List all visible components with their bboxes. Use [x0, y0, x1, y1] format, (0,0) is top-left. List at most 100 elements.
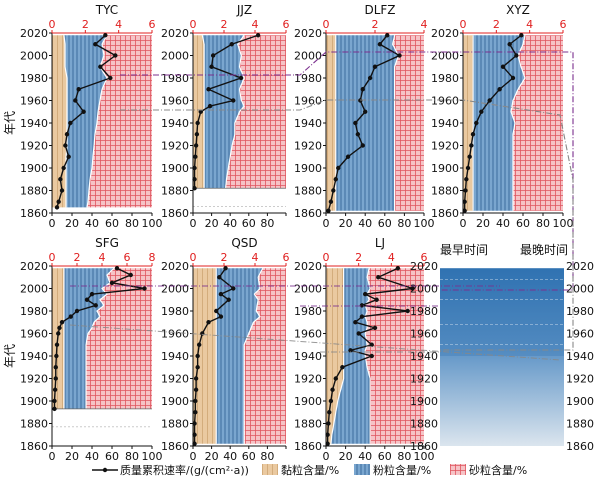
- silt-boundary: [86, 34, 108, 208]
- top-tick-label: 0: [323, 18, 330, 31]
- connector-line: [120, 51, 574, 291]
- y-tick-label: 1940: [20, 117, 48, 130]
- rate-point: [363, 291, 368, 297]
- x-tick-label: 80: [397, 450, 411, 463]
- rate-point: [514, 53, 519, 58]
- rate-point: [192, 432, 197, 437]
- tick-label-left: 1900: [410, 395, 438, 408]
- rate-point: [194, 132, 200, 137]
- tick-label-right: 1960: [566, 328, 594, 341]
- top-tick-label: 4: [421, 18, 428, 31]
- rate-point: [355, 132, 361, 137]
- dating-range-box: [440, 268, 564, 446]
- y-tick-label: 1880: [294, 418, 322, 431]
- dating-overlap-band: [440, 268, 564, 356]
- top-tick-label: 4: [388, 251, 395, 264]
- y-tick-label: 1920: [161, 373, 189, 386]
- x-tick-label: 60: [378, 450, 392, 463]
- rate-point: [336, 165, 341, 171]
- panel-title: QSD: [231, 236, 257, 250]
- rate-point: [193, 398, 198, 404]
- rate-point: [470, 132, 476, 137]
- tick-label-left: 1880: [410, 418, 438, 431]
- earliest-time-label: 最早时间: [440, 243, 488, 257]
- y-tick-label: 1980: [20, 305, 48, 318]
- y-tick-label: 1980: [294, 72, 322, 85]
- rate-point: [462, 199, 467, 204]
- legend-silt-swatch: [354, 464, 370, 475]
- y-tick-label: 1900: [20, 162, 48, 175]
- silt-boundary: [85, 267, 115, 409]
- rate-point: [497, 87, 502, 92]
- x-tick-label: 60: [378, 217, 392, 230]
- silt-area: [64, 268, 114, 409]
- top-tick-label: 6: [421, 251, 428, 264]
- y-tick-label: 2000: [20, 50, 48, 63]
- y-tick-label: 1900: [161, 395, 189, 408]
- rate-point: [89, 291, 95, 297]
- top-tick-label: 0: [49, 18, 56, 31]
- top-tick-label: 4: [252, 251, 259, 264]
- rate-point: [56, 331, 61, 336]
- y-tick-label: 1880: [431, 185, 459, 198]
- top-tick-label: 2: [355, 251, 362, 264]
- x-tick-label: 20: [65, 450, 79, 463]
- rate-point: [330, 387, 335, 392]
- y-tick-label: 1860: [294, 207, 322, 220]
- x-tick-label: 40: [358, 450, 372, 463]
- panel-title: LJ: [375, 236, 385, 250]
- x-tick-label: 0: [460, 217, 467, 230]
- rate-point: [64, 132, 70, 137]
- y-tick-label: 1860: [431, 207, 459, 220]
- top-tick-label: 4: [252, 18, 259, 31]
- y-tick-label: 1880: [20, 418, 48, 431]
- silt-area: [64, 35, 107, 208]
- y-tick-label: 1940: [431, 117, 459, 130]
- x-tick-label: 40: [85, 217, 99, 230]
- y-tick-label: 1980: [161, 305, 189, 318]
- x-tick-label: 80: [125, 450, 139, 463]
- rate-point: [81, 109, 86, 114]
- rate-point: [474, 120, 479, 126]
- silt-area: [202, 35, 245, 189]
- top-tick-label: 6: [124, 251, 131, 264]
- tick-label-left: 2020: [410, 260, 438, 273]
- rate-point: [109, 280, 115, 286]
- y-tick-label: 1900: [161, 162, 189, 175]
- x-tick-label: 0: [49, 217, 56, 230]
- top-tick-label: 2: [372, 18, 379, 31]
- rate-point: [193, 410, 198, 415]
- rate-point: [84, 297, 90, 302]
- legend-sand-swatch: [450, 464, 466, 475]
- rate-point: [74, 308, 80, 314]
- y-tick-label: 1960: [20, 328, 48, 341]
- rate-point: [103, 33, 108, 38]
- y-tick-label: 1960: [294, 328, 322, 341]
- rate-point: [255, 33, 261, 38]
- panel-title: TYC: [95, 3, 118, 17]
- y-tick-label: 1980: [294, 305, 322, 318]
- rate-point: [192, 165, 197, 171]
- legend-clay-label: 黏粒含量/%: [281, 463, 339, 477]
- x-tick-label: 0: [190, 217, 197, 230]
- rate-point: [207, 103, 213, 109]
- y-tick-label: 1860: [20, 207, 48, 220]
- panel-title: DLFZ: [364, 3, 395, 17]
- clay-area: [463, 35, 473, 211]
- x-tick-label: 60: [105, 450, 119, 463]
- rate-point: [217, 275, 222, 280]
- rate-point: [327, 410, 332, 415]
- y-tick-label: 1980: [20, 72, 48, 85]
- y-tick-label: 2000: [161, 283, 189, 296]
- rate-point: [353, 120, 358, 126]
- tick-label-right: 1880: [566, 418, 594, 431]
- rate-point: [359, 314, 365, 319]
- top-tick-label: 2: [74, 251, 81, 264]
- rate-point: [193, 154, 198, 159]
- x-tick-label: 100: [142, 450, 163, 463]
- rate-point: [463, 188, 468, 193]
- rate-point: [348, 348, 353, 353]
